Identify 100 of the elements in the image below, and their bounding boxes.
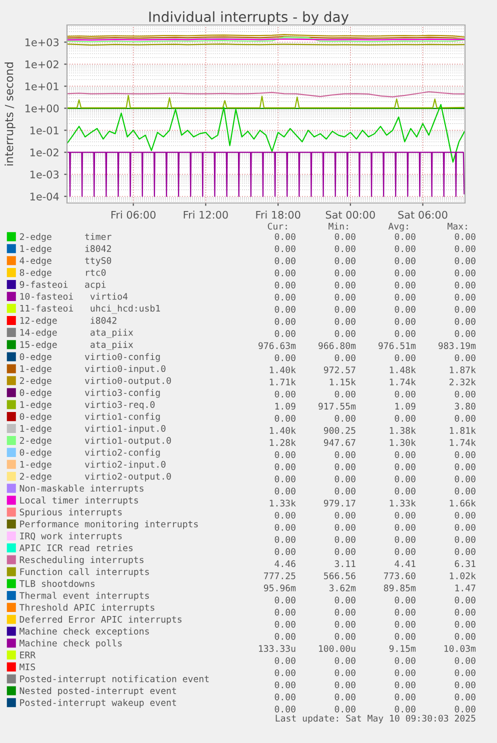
- text: 0.00: [394, 354, 416, 362]
- text: 0.00: [334, 524, 356, 531]
- y-tick-label: 1e-02: [30, 148, 58, 156]
- text: 0.00: [274, 354, 296, 362]
- text: 0.00: [454, 524, 476, 531]
- text: 0.00: [454, 548, 476, 556]
- legend-label: 1-edge i8042: [20, 245, 111, 254]
- text: 1.33k: [270, 500, 296, 507]
- text: 0.00: [334, 270, 356, 276]
- text: 6.31: [454, 560, 476, 568]
- text: 0.00: [394, 476, 416, 482]
- legend-label: 2-edge virtio0-output.0: [20, 377, 171, 386]
- text: 0.00: [334, 354, 356, 362]
- text: 2.32k: [449, 378, 476, 386]
- text: 0.00: [394, 390, 416, 398]
- y-tick-label: 1e-04: [30, 192, 59, 200]
- text: 1.48k: [390, 366, 416, 374]
- text: 100.00u: [319, 645, 356, 652]
- text: 0.00: [334, 632, 356, 640]
- legend-label: Spurious interrupts: [20, 508, 122, 518]
- text: 1.40k: [270, 426, 296, 434]
- text: 1.30k: [390, 438, 416, 446]
- text: 0.00: [334, 706, 356, 713]
- legend-label: Thermal event interrupts: [19, 592, 149, 601]
- text: Cur:: [268, 222, 287, 230]
- text: 0.00: [274, 318, 296, 325]
- text: 0.00: [454, 706, 476, 713]
- text: 0.00: [394, 294, 416, 301]
- text: 0.00: [394, 657, 416, 664]
- legend-label: ERR: [20, 652, 36, 658]
- text: 1.15k: [330, 378, 356, 386]
- text: 0.00: [394, 536, 416, 543]
- text: 1.74k: [390, 378, 416, 386]
- text: Max:: [448, 222, 467, 230]
- legend-label: Machine check exceptions: [20, 628, 149, 636]
- text: 0.00: [274, 536, 296, 543]
- text: 0.00: [274, 706, 296, 713]
- text: 0.00: [274, 669, 296, 676]
- text: 0.00: [394, 282, 416, 288]
- legend-label: APIC ICR read retries: [19, 544, 133, 552]
- text: 0.00: [454, 596, 476, 604]
- text: 1.38k: [390, 426, 416, 434]
- text: 0.00: [394, 524, 416, 531]
- legend-label: 14-edge ata_piix: [20, 328, 134, 338]
- text: 0.00: [394, 245, 416, 252]
- text: 0.00: [394, 451, 416, 458]
- legend-label: Deferred Error APIC interrupts: [20, 616, 182, 624]
- text: 0.00: [394, 306, 416, 313]
- text: 0.00: [454, 512, 476, 519]
- text: 0.00: [454, 330, 476, 337]
- x-tick-label: Sat 00:00: [326, 210, 375, 219]
- legend-label: 8-edge rtc0: [20, 268, 106, 278]
- legend-label: 1-edge virtio2-input.0: [20, 460, 166, 470]
- text: 0.00: [274, 282, 296, 288]
- text: 0.00: [274, 306, 296, 313]
- text: 1.40k: [270, 366, 296, 374]
- text: 1.09: [395, 402, 416, 410]
- text: 0.00: [394, 620, 416, 628]
- legend-label: Rescheduling interrupts: [20, 556, 144, 565]
- legend-label: 15-edge ata_piix: [20, 340, 134, 350]
- text: Avg:: [388, 222, 408, 232]
- text: 0.00: [274, 330, 296, 337]
- text: 777.25: [264, 572, 296, 580]
- text: 0.00: [274, 233, 296, 240]
- text: 0.00: [334, 463, 356, 470]
- text: 0.00: [334, 488, 356, 494]
- text: 0.00: [454, 657, 476, 664]
- text: 0.00: [394, 694, 416, 700]
- legend-label: MIS: [20, 663, 35, 670]
- text: 0.00: [334, 414, 356, 422]
- text: 1.66k: [450, 500, 476, 507]
- y-tick-label: 1e-03: [30, 170, 59, 178]
- y-axis-title: interrupts / second: [4, 62, 16, 166]
- text: 0.00: [394, 706, 416, 713]
- text: Last update: Sat May 10 09:30:03 2025: [276, 714, 476, 724]
- text: 0.00: [394, 608, 416, 616]
- text: 0.00: [274, 596, 296, 604]
- legend-label: Machine check polls: [20, 639, 122, 648]
- text: 0.00: [394, 414, 416, 422]
- text: 1.87k: [450, 366, 476, 374]
- legend-label: 1-edge virtio3-req.0: [20, 400, 155, 410]
- text: 773.60: [384, 572, 416, 580]
- text: 566.56: [324, 572, 356, 580]
- text: 0.00: [394, 681, 416, 688]
- text: 1.74k: [450, 438, 476, 446]
- text: 133.33u: [259, 645, 296, 652]
- legend-label: Posted-interrupt notification event: [20, 675, 209, 684]
- text: 0.00: [274, 620, 296, 628]
- text: 0.00: [334, 306, 356, 313]
- legend-label: Nested posted-interrupt event: [20, 687, 176, 696]
- legend-label: 2-edge virtio2-output.0: [20, 472, 171, 482]
- text: 976.51m: [378, 342, 416, 350]
- text: 0.00: [394, 330, 416, 337]
- legend-label: 0-edge virtio3-config: [20, 388, 160, 398]
- text: 0.00: [334, 620, 356, 628]
- text: 1.28k: [270, 438, 296, 446]
- y-tick-label: 1e+02: [25, 60, 58, 68]
- text: 0.00: [274, 463, 296, 470]
- text: 0.00: [274, 476, 296, 482]
- text: 0.00: [454, 669, 476, 676]
